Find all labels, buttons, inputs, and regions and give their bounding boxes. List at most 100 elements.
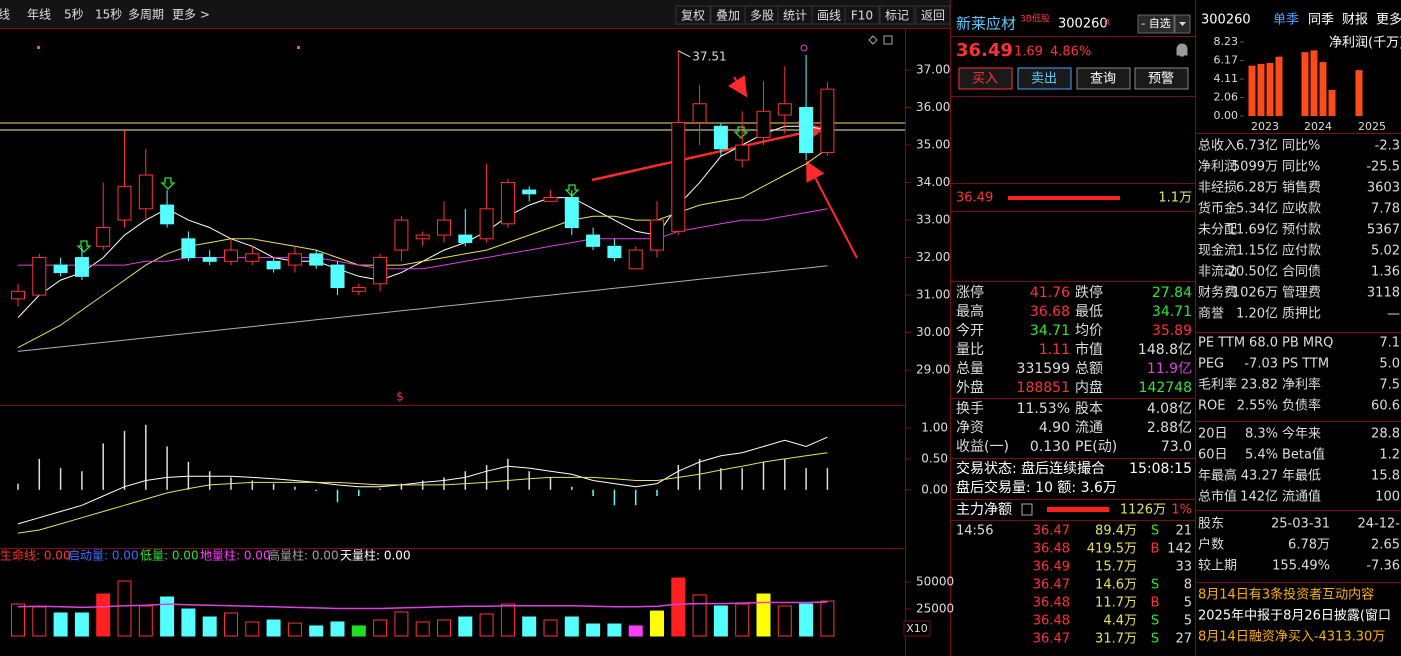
period-tab[interactable]: 多周期 [128, 8, 164, 22]
valuation-row: 负债率 [1282, 398, 1321, 414]
volume-bar [266, 619, 281, 637]
watch-label[interactable]: - 自选 [1141, 17, 1170, 30]
profit-bar [1301, 52, 1309, 116]
tool-button[interactable] [915, 5, 951, 25]
fin-chart-title: 净利润(千万) [1329, 36, 1401, 51]
sell-label[interactable]: 卖出 [1031, 72, 1057, 87]
candle-body [373, 257, 388, 285]
valuation-row: -7.03 [1244, 357, 1278, 372]
quote-stat: 最高 [956, 303, 984, 320]
volume-bar [11, 603, 25, 637]
sell-button[interactable] [1017, 67, 1072, 90]
tool-label[interactable]: F10 [851, 9, 873, 23]
candle-body [32, 257, 47, 296]
tool-button[interactable] [844, 5, 880, 25]
candle-body [564, 197, 579, 229]
returns-row: 60日 [1198, 448, 1228, 463]
tick-row: 419.5万 [1087, 542, 1137, 557]
quote-stat: 内盘 [1075, 379, 1103, 396]
tool-label[interactable]: 统计 [783, 9, 807, 23]
quote-stat: 11.53% [1017, 401, 1070, 417]
tool-label[interactable]: 返回 [921, 9, 945, 23]
quote-stat: 涨停 [956, 284, 984, 301]
candle-body [394, 219, 409, 251]
after-hours: 盘后交易量: 10 额: 3.6万 [956, 479, 1117, 496]
period-tab[interactable]: 15秒 [95, 8, 122, 22]
tool-label[interactable]: 叠加 [716, 9, 740, 23]
candle-body [713, 125, 728, 150]
order-price: 36.49 [956, 191, 993, 206]
tool-label[interactable]: 多股 [750, 9, 774, 23]
tool-label[interactable]: 复权 [681, 9, 705, 23]
fin-tab[interactable]: 单季 [1273, 13, 1299, 28]
tool-button[interactable] [675, 5, 711, 25]
fin-row: 管理费 [1282, 286, 1321, 301]
volume-average [17, 601, 828, 610]
candle-body [756, 110, 771, 139]
volume-bar [394, 611, 409, 637]
valuation-row: PB MRQ [1282, 336, 1333, 351]
quote-stat: 27.84 [1152, 285, 1192, 301]
fin-tab[interactable]: 同季 [1308, 13, 1334, 28]
quote-stat: 41.76 [1030, 285, 1070, 301]
fin-row: 5.34亿 [1236, 202, 1278, 217]
flow-value: 1126万 [1120, 503, 1166, 518]
quote-stat: 净资 [956, 420, 984, 436]
trade-time: 15:08:15 [1129, 461, 1192, 477]
news-item[interactable]: 8月14日有3条投资者互动内容 [1198, 587, 1374, 603]
period-tab[interactable]: 年线 [27, 8, 51, 22]
period-tab[interactable]: 季线 [0, 8, 10, 22]
fin-row: 5.02 [1371, 244, 1400, 259]
fin-row: 非经损 [1198, 181, 1237, 196]
y-tick-label: 0.50 [921, 451, 948, 465]
valuation-row: 5.0 [1379, 357, 1400, 372]
news-item[interactable]: 2025年中报于8月26日披露(窗口 [1198, 608, 1391, 624]
fin-tab[interactable]: 更多 [1376, 12, 1401, 28]
tick-row: 14.6万 [1095, 578, 1137, 593]
tick-row: 36.48 [1033, 614, 1070, 629]
tool-label[interactable]: 标记 [885, 9, 909, 23]
candle-body [330, 264, 345, 289]
price-change-pct: 4.86% [1050, 45, 1091, 60]
volume-bar [53, 612, 68, 637]
price-change: 1.69 [1014, 45, 1043, 60]
alert-button[interactable] [1134, 67, 1189, 90]
alert-label[interactable]: 预警 [1148, 71, 1174, 87]
holder-row: 户数 [1198, 537, 1224, 553]
quote-stat: 均价 [1075, 323, 1103, 339]
returns-row: 8.3% [1245, 427, 1278, 442]
y-tick-label: 6.17 [1214, 54, 1239, 67]
query-button[interactable] [1076, 67, 1131, 90]
holder-row: 股东 [1198, 517, 1224, 532]
period-tab[interactable]: 5秒 [64, 8, 84, 22]
candle-body [479, 208, 494, 240]
profit-bar [1275, 56, 1283, 116]
valuation-row: PE TTM [1198, 336, 1245, 351]
flow-icon[interactable] [1021, 503, 1033, 516]
alert-bell[interactable] [1176, 43, 1188, 57]
quote-stat: 4.08亿 [1147, 401, 1192, 417]
quote-stat: 0.130 [1030, 439, 1070, 455]
valuation-row: PEG [1198, 357, 1224, 372]
period-tab[interactable]: 更多 > [172, 8, 210, 22]
quote-stat: 总额 [1075, 361, 1103, 377]
news-item[interactable]: 8月14日融资净买入-4313.30万 [1198, 630, 1385, 645]
volume-bar [479, 613, 494, 637]
buy-button[interactable] [958, 67, 1013, 90]
fin-row: 1026万 [1232, 286, 1278, 301]
holder-row: 25-03-31 [1271, 517, 1330, 532]
moving-average [17, 265, 828, 352]
buy-label[interactable]: 买入 [972, 72, 998, 87]
fin-row: 6.28万 [1236, 181, 1278, 196]
volume-bar [330, 621, 345, 637]
fin-tab[interactable]: 财报 [1342, 13, 1368, 28]
watch-button[interactable] [1137, 14, 1175, 34]
fin-row: 7.78 [1371, 202, 1400, 217]
tool-button[interactable] [879, 5, 915, 25]
y-tick-label: 36.00 [916, 100, 950, 114]
volume-bar [138, 605, 153, 637]
profit-bar [1355, 70, 1363, 116]
query-label[interactable]: 查询 [1090, 72, 1116, 87]
tool-label[interactable]: 画线 [817, 9, 841, 23]
quote-stat: 188851 [1017, 380, 1070, 396]
